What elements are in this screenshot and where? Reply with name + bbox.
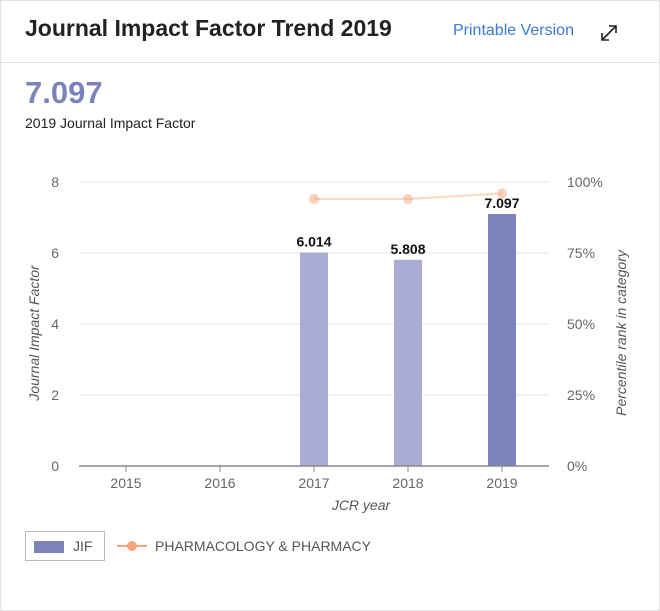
x-tick-label: 2019 <box>486 475 517 491</box>
x-tick-label: 2018 <box>392 475 423 491</box>
y-axis-label: Journal Impact Factor <box>26 264 42 402</box>
y-tick-label: 0 <box>51 458 59 474</box>
page-title: Journal Impact Factor Trend 2019 <box>25 15 392 41</box>
x-axis-label: JCR year <box>331 497 392 513</box>
x-tick-label: 2016 <box>204 475 235 491</box>
jif-bar <box>488 214 516 466</box>
legend-jif-label: JIF <box>73 538 93 554</box>
jif-bar-label: 5.808 <box>390 241 425 257</box>
printable-version-link[interactable]: Printable Version <box>453 22 574 39</box>
legend-category-marker-icon <box>117 541 147 551</box>
percentile-point <box>497 188 507 199</box>
y2-axis-label: Percentile rank in category <box>613 249 629 416</box>
x-tick-label: 2017 <box>298 475 329 491</box>
y2-tick-label: 0% <box>567 458 587 474</box>
legend-jif-swatch <box>34 541 64 553</box>
y2-tick-label: 25% <box>567 387 595 403</box>
jif-bar <box>394 259 422 466</box>
y-tick-label: 2 <box>51 387 59 403</box>
card-header: Journal Impact Factor Trend 2019 Printab… <box>1 1 659 63</box>
jif-bar <box>300 252 328 466</box>
x-tick-label: 2015 <box>110 475 141 491</box>
y2-tick-label: 100% <box>567 174 603 190</box>
y2-tick-label: 75% <box>567 245 595 261</box>
y-tick-label: 4 <box>51 316 59 332</box>
jif-bar-label: 7.097 <box>484 195 519 211</box>
jif-bar-label: 6.014 <box>296 234 331 250</box>
jif-value: 7.097 <box>25 75 103 110</box>
legend-category-label: PHARMACOLOGY & PHARMACY <box>155 538 372 554</box>
percentile-point <box>309 194 319 205</box>
jif-trend-chart: 6.014 5.808 7.097 0 2 4 6 8 0% 25% 50% 75% 100% 2015… <box>26 174 629 513</box>
y-tick-label: 6 <box>51 245 59 261</box>
jif-value-label: 2019 Journal Impact Factor <box>25 115 196 131</box>
y-tick-label: 8 <box>51 174 59 190</box>
expand-icon[interactable] <box>597 21 621 45</box>
y2-tick-label: 50% <box>567 316 595 332</box>
legend-jif[interactable]: JIF <box>25 531 105 561</box>
percentile-point <box>403 194 413 205</box>
